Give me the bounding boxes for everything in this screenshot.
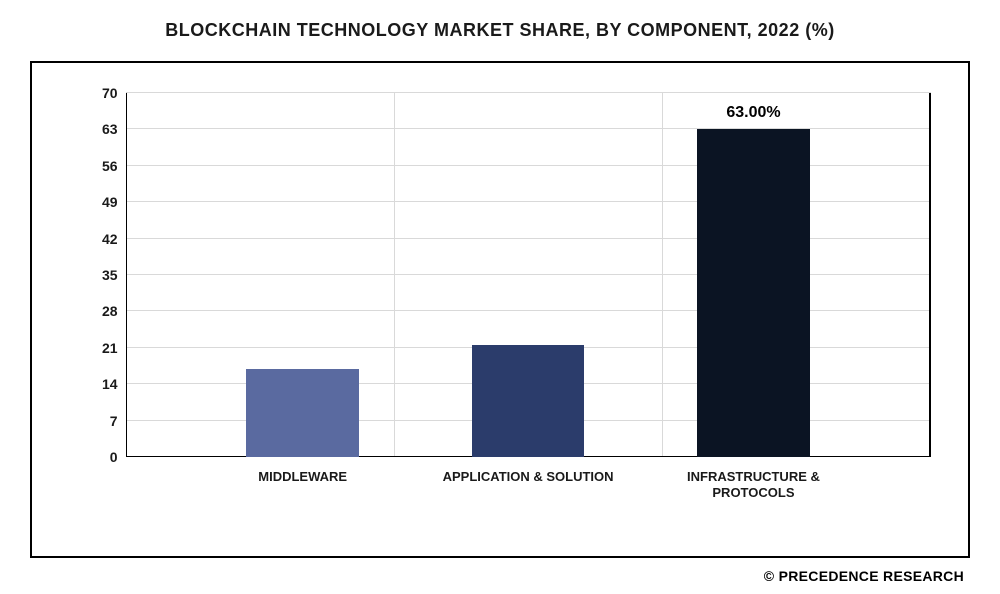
grid-line-h (126, 310, 931, 311)
y-tick-label: 63 (102, 121, 118, 137)
y-tick-label: 70 (102, 85, 118, 101)
x-tick-label: INFRASTRUCTURE & PROTOCOLS (665, 469, 842, 500)
plot-right-edge (929, 93, 931, 458)
grid-line-h (126, 238, 931, 239)
y-tick-label: 7 (110, 413, 118, 429)
chart-frame: 0 7 14 21 28 35 42 49 56 63 70 MIDDLEWARE APPLICATI… (30, 61, 970, 558)
bar-data-label: 63.00% (726, 104, 780, 122)
y-tick-label: 49 (102, 194, 118, 210)
grid-line-h (126, 165, 931, 166)
bar (246, 369, 359, 458)
bar (697, 129, 810, 457)
y-tick-label: 28 (102, 303, 118, 319)
bar (472, 345, 585, 457)
y-tick-label: 21 (102, 340, 118, 356)
grid-line-h (126, 92, 931, 93)
x-tick-label: MIDDLEWARE (258, 469, 347, 485)
y-tick-label: 35 (102, 267, 118, 283)
grid-line-h (126, 128, 931, 129)
y-tick-label: 14 (102, 376, 118, 392)
grid-line-h (126, 201, 931, 202)
plot-area: 07142128354249566370 MIDDLEWAREAPPLICATI… (126, 93, 931, 458)
chart-title: BLOCKCHAIN TECHNOLOGY MARKET SHARE, BY C… (30, 20, 970, 41)
grid-line-v (394, 93, 395, 458)
y-axis-line (126, 93, 127, 458)
grid-line-h (126, 274, 931, 275)
y-tick-label: 0 (110, 449, 118, 465)
x-tick-label: APPLICATION & SOLUTION (443, 469, 614, 485)
y-tick-label: 42 (102, 231, 118, 247)
grid-line-v (662, 93, 663, 458)
footer-credit: © PRECEDENCE RESEARCH (30, 568, 970, 584)
y-tick-label: 56 (102, 158, 118, 174)
